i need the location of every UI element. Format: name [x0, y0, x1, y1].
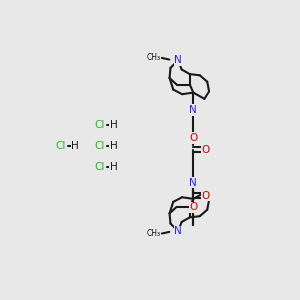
Text: N: N	[174, 55, 182, 65]
Text: CH₃: CH₃	[147, 229, 161, 238]
Text: O: O	[201, 145, 209, 155]
Text: Cl: Cl	[56, 141, 66, 151]
Text: Cl: Cl	[94, 120, 104, 130]
Text: O: O	[189, 202, 197, 212]
Text: H: H	[71, 141, 79, 151]
Text: O: O	[201, 191, 209, 201]
Text: N: N	[189, 105, 197, 115]
Text: N: N	[189, 178, 197, 188]
Text: Cl: Cl	[94, 141, 104, 151]
Text: O: O	[189, 133, 197, 143]
Text: H: H	[110, 120, 117, 130]
Text: Cl: Cl	[94, 161, 104, 172]
Text: N: N	[174, 226, 182, 236]
Text: H: H	[110, 161, 117, 172]
Text: CH₃: CH₃	[147, 53, 161, 62]
Text: H: H	[110, 141, 117, 151]
